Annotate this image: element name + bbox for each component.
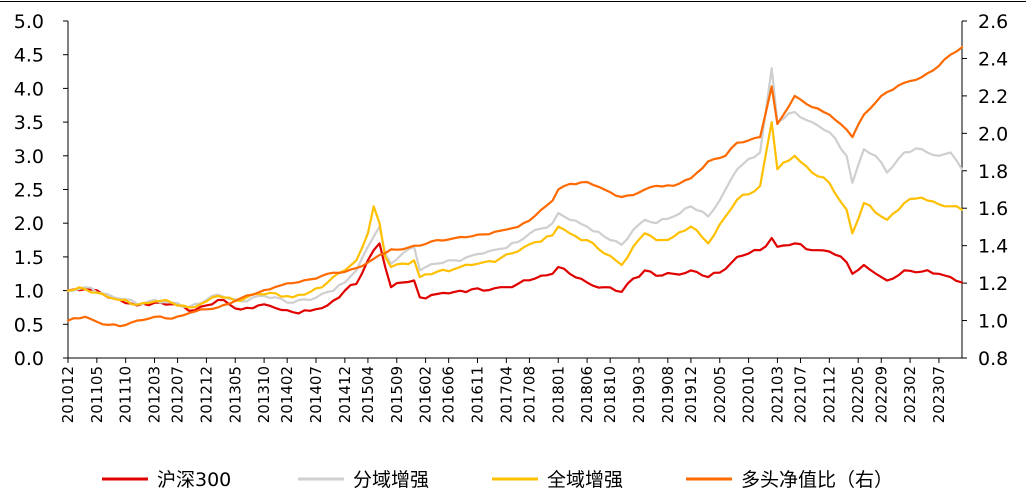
x-tick-label: 201801 xyxy=(549,366,567,423)
left-tick-label: 1.0 xyxy=(14,281,44,303)
x-tick-label: 201806 xyxy=(578,366,596,423)
right-tick-label: 2.2 xyxy=(978,86,1008,108)
series-line-3 xyxy=(66,121,964,309)
x-tick-label: 201407 xyxy=(307,366,325,423)
x-tick-label: 201203 xyxy=(146,366,164,423)
legend-label-4: 多头净值比（右） xyxy=(741,469,893,491)
x-tick-label: 202107 xyxy=(792,366,810,423)
right-y-axis: 0.8 1.0 1.2 1.4 1.6 1.8 2.0 2.2 2.4 2.6 xyxy=(961,11,1008,370)
x-tick-label: 201110 xyxy=(117,366,135,423)
legend-label-2: 分域增强 xyxy=(353,469,429,491)
x-tick-label: 202010 xyxy=(740,366,758,423)
legend-label-3: 全域增强 xyxy=(547,469,623,491)
left-tick-label: 1.5 xyxy=(14,247,44,269)
x-tick-label: 202205 xyxy=(849,366,867,423)
x-tick-label: 202209 xyxy=(872,366,890,423)
x-tick-label: 201310 xyxy=(255,366,273,423)
x-tick-label: 201504 xyxy=(359,366,377,423)
left-tick-label: 2.5 xyxy=(14,180,44,202)
x-tick-label: 201412 xyxy=(336,366,354,423)
left-tick-label: 0.0 xyxy=(14,348,44,370)
x-tick-label: 201912 xyxy=(682,366,700,423)
x-tick-label: 201012 xyxy=(59,366,77,423)
left-tick-label: 0.5 xyxy=(14,314,44,336)
x-tick-label: 202005 xyxy=(711,366,729,423)
right-tick-label: 0.8 xyxy=(978,348,1008,370)
x-tick-label: 201602 xyxy=(417,366,435,423)
x-tick-label: 202112 xyxy=(820,366,838,423)
right-tick-label: 2.0 xyxy=(978,123,1008,145)
left-tick-label: 3.5 xyxy=(14,112,44,134)
x-tick-label: 201611 xyxy=(469,366,487,423)
left-tick-label: 2.0 xyxy=(14,213,44,235)
right-tick-label: 2.6 xyxy=(978,11,1008,33)
x-tick-label: 201606 xyxy=(440,366,458,423)
x-tick-label: 201105 xyxy=(88,366,106,423)
x-tick-label: 201704 xyxy=(497,366,515,423)
x-tick-label: 202103 xyxy=(768,366,786,423)
right-tick-label: 1.6 xyxy=(978,198,1008,220)
right-tick-label: 2.4 xyxy=(978,48,1008,70)
left-y-axis: 0.0 0.5 1.0 1.5 2.0 2.5 3.0 3.5 4.0 4.5 5.0 xyxy=(14,11,69,370)
x-tick-label: 201212 xyxy=(197,366,215,423)
x-tick-label: 201207 xyxy=(169,366,187,423)
right-tick-label: 1.2 xyxy=(978,273,1008,295)
series-line-2 xyxy=(66,67,964,308)
x-tick-label: 201509 xyxy=(388,366,406,423)
series-line-4 xyxy=(66,46,964,328)
x-tick-label: 201903 xyxy=(630,366,648,423)
x-tick-label: 202302 xyxy=(901,366,919,423)
x-tick-label: 201305 xyxy=(226,366,244,423)
right-tick-label: 1.4 xyxy=(978,236,1008,258)
legend: 沪深300 分域增强 全域增强 多头净值比（右） xyxy=(102,469,893,491)
right-tick-label: 1.8 xyxy=(978,161,1008,183)
x-tick-label: 201402 xyxy=(278,366,296,423)
x-tick-label: 201908 xyxy=(659,366,677,423)
left-tick-label: 4.5 xyxy=(14,45,44,67)
left-tick-label: 5.0 xyxy=(14,11,44,33)
series-group xyxy=(66,46,964,328)
right-tick-label: 1.0 xyxy=(978,311,1008,333)
left-tick-label: 3.0 xyxy=(14,146,44,168)
x-axis: 201012 201105 201110 201203 201207 201212 2013… xyxy=(59,357,962,423)
legend-label-1: 沪深300 xyxy=(157,469,231,491)
x-tick-label: 202307 xyxy=(930,366,948,423)
series-line-1 xyxy=(66,236,964,315)
x-tick-label: 201810 xyxy=(601,366,619,423)
left-tick-label: 4.0 xyxy=(14,78,44,100)
x-tick-label: 201708 xyxy=(520,366,538,423)
